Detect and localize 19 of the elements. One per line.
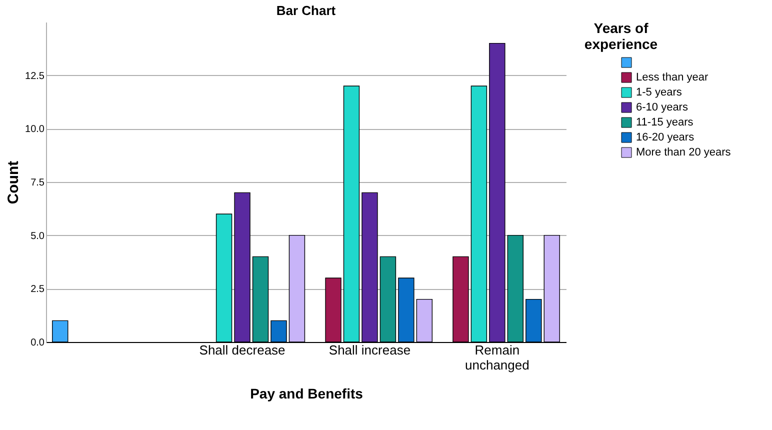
y-tick-label: 10.0 [25,124,45,136]
x-tick-label: Remain unchanged [465,342,530,372]
legend-label: 16-20 years [636,132,695,144]
legend-label: 11-15 years [636,116,694,128]
legend-label: More than 20 years [636,146,732,158]
y-axis-title: Count [5,160,22,204]
y-tick-label: 7.5 [30,178,45,188]
legend-label: 6-10 years [636,102,688,114]
x-axis-title: Pay and Benefits [250,386,364,402]
y-tick-label: 12.5 [25,70,45,82]
legend-label: Less than year [636,72,708,84]
x-tick-label: Shall decrease [199,342,286,358]
legend-label: 1-5 years [636,86,682,98]
y-tick-label: 2.5 [30,284,45,296]
y-tick-label: 0.0 [30,338,45,348]
chart-title: Bar Chart [276,3,336,18]
x-tick-label: Shall increase [328,342,411,358]
y-tick-label: 5.0 [30,230,45,242]
legend-title: Years of experience [584,20,658,52]
